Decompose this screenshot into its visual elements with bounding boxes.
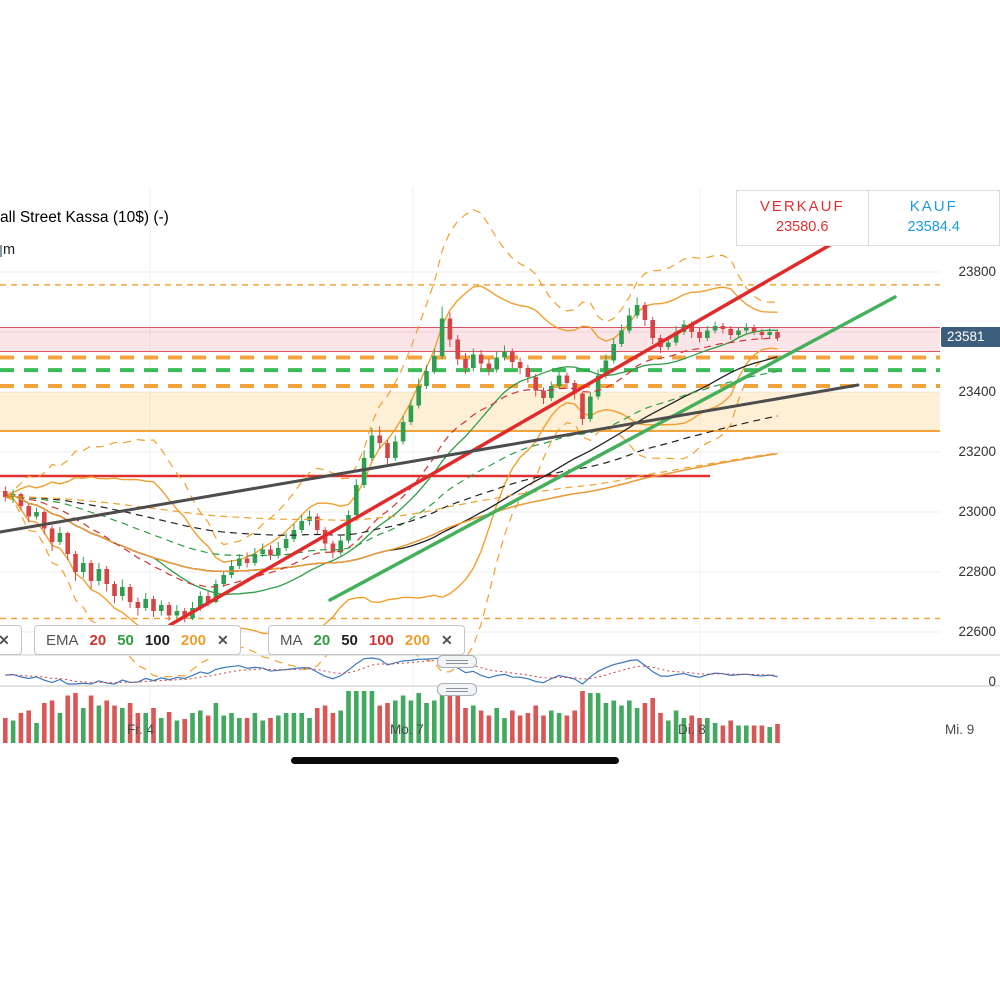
ma-period-50: 50 (341, 631, 358, 649)
price-axis-label: 23000 (958, 504, 996, 519)
buy-label: KAUF (909, 198, 958, 215)
ema-period-20: 20 (89, 631, 107, 649)
ma-chip-label: MA (280, 631, 303, 649)
price-axis-label: 22600 (958, 624, 996, 639)
x-axis-label-di8: Di. 8 (678, 722, 706, 737)
home-indicator[interactable] (291, 757, 619, 764)
x-axis-label-mo7: Mo. 7 (390, 722, 424, 737)
oscillator-zero-label: 0 (988, 674, 996, 689)
instrument-name: all Street Kassa (10$) (-) (0, 209, 169, 226)
price-chart[interactable] (0, 185, 1000, 760)
x-axis-label-mi9: Mi. 9 (945, 722, 975, 737)
buy-price: 23584.4 (907, 219, 960, 235)
sell-label: VERKAUF (759, 198, 845, 215)
close-icon[interactable]: ✕ (0, 631, 10, 648)
buy-button[interactable]: KAUF 23584.4 (867, 191, 1000, 245)
timeframe-icon (0, 245, 2, 257)
price-axis-label: 23800 (958, 264, 996, 279)
price-axis-label: 22800 (958, 564, 996, 579)
ema-chip-label: EMA (46, 631, 79, 649)
indicator-chip-ma[interactable]: MA 20 50 100 200 ✕ (268, 625, 465, 655)
x-axis-label-fr4: Fr. 4 (127, 722, 155, 737)
indicator-chip-clipped[interactable]: ✕ (0, 625, 22, 655)
ma-period-100: 100 (368, 631, 394, 649)
current-price-badge: 23581 (941, 327, 1000, 347)
sell-button[interactable]: VERKAUF 23580.6 (737, 191, 868, 245)
indicator-chip-ema[interactable]: EMA 20 50 100 200 ✕ (34, 625, 241, 655)
volume-panel-resize-handle[interactable] (437, 683, 477, 696)
oscillator-panel-resize-handle[interactable] (437, 655, 477, 668)
close-icon[interactable]: ✕ (440, 631, 453, 648)
price-axis-label: 23200 (958, 444, 996, 459)
close-icon[interactable]: ✕ (216, 631, 229, 648)
ema-period-100: 100 (144, 631, 170, 649)
deal-ticket: VERKAUF 23580.6 KAUF 23584.4 (736, 190, 1000, 246)
ema-period-200: 200 (180, 631, 206, 649)
ma-period-20: 20 (313, 631, 331, 649)
ma-period-200: 200 (404, 631, 430, 649)
ema-period-50: 50 (117, 631, 134, 649)
sell-price: 23580.6 (776, 219, 829, 235)
price-axis-label: 23400 (958, 384, 996, 399)
timeframe-selector[interactable]: m (3, 242, 16, 258)
